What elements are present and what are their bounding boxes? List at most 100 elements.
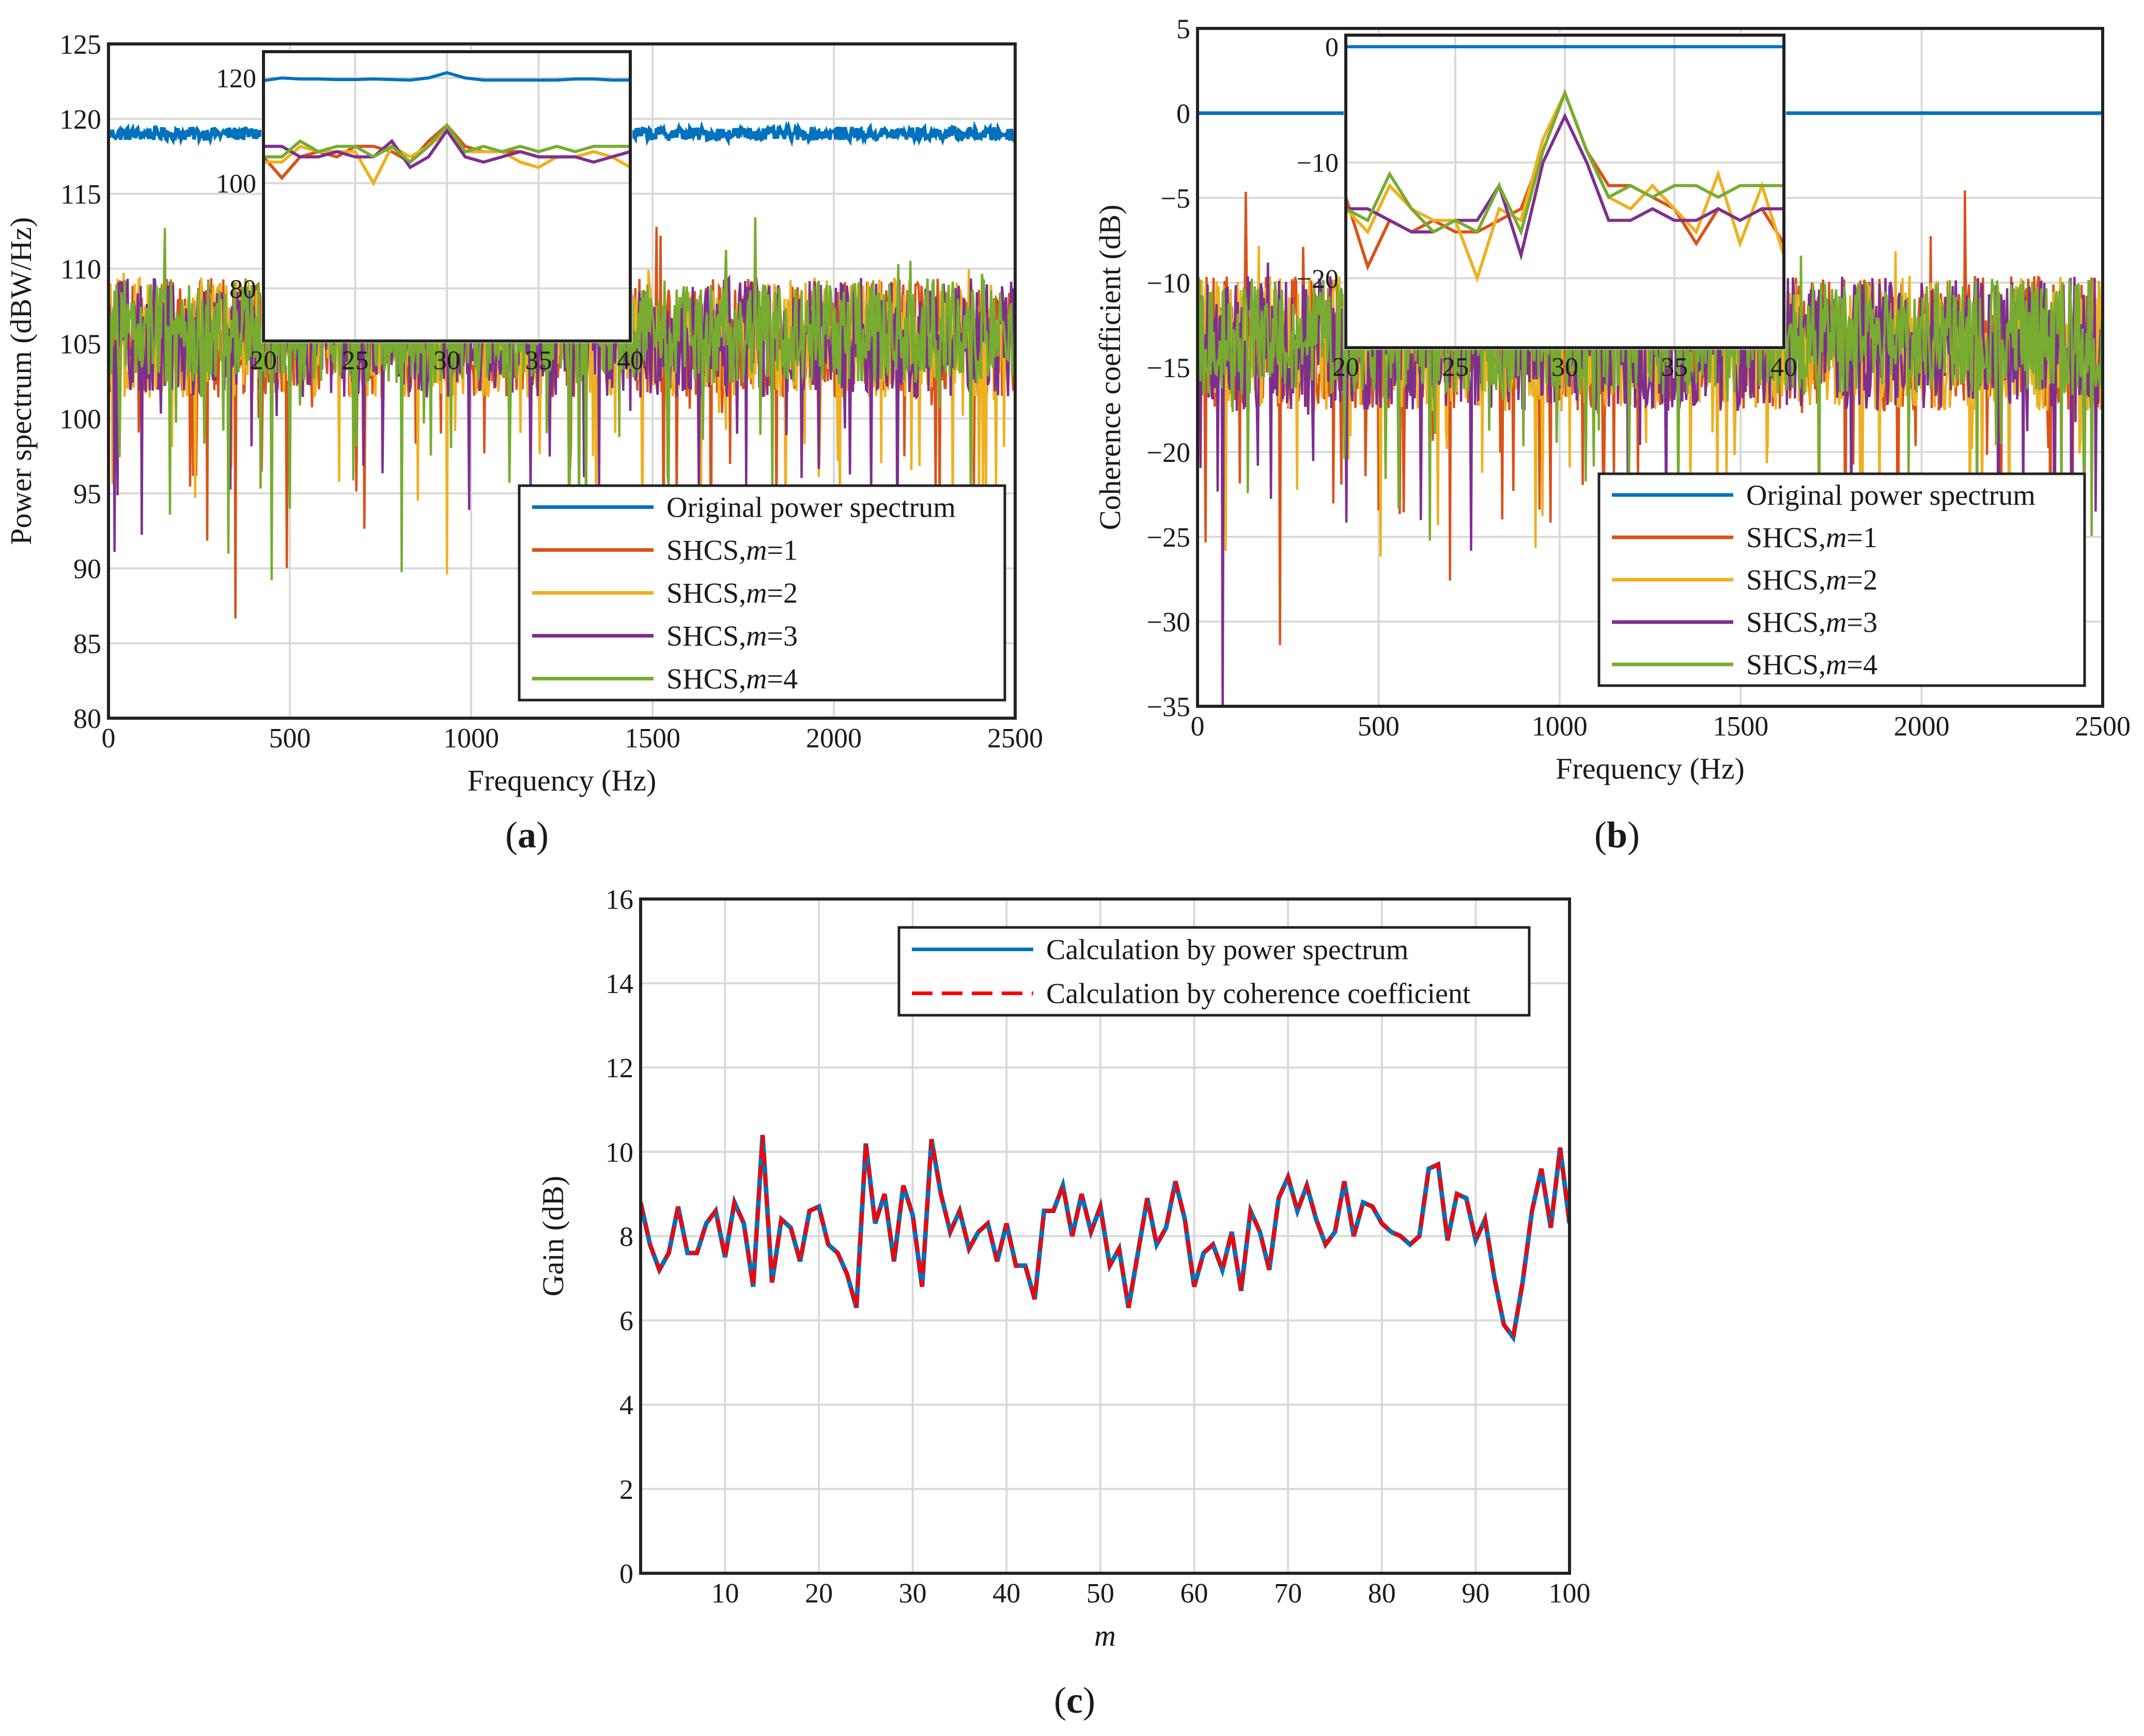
y-tick-label: −15 — [1147, 352, 1190, 383]
y-tick-label: 100 — [216, 169, 256, 199]
y-tick-label: −30 — [1147, 607, 1190, 638]
x-tick-label: 500 — [269, 723, 311, 754]
legend-eq: =1 — [1847, 522, 1878, 554]
axes-frame — [262, 50, 632, 343]
panel-label: (b) — [1594, 814, 1640, 856]
x-tick-label: 2000 — [806, 723, 862, 754]
y-tick-label: 0 — [619, 1558, 633, 1589]
y-tick-label: −20 — [1297, 265, 1339, 294]
panel-letter: b — [1607, 814, 1627, 856]
y-tick-label: 8 — [619, 1221, 633, 1252]
x-tick-label: 10 — [711, 1578, 739, 1609]
legend-label: SHCS,m=1 — [1746, 522, 1877, 554]
x-axis-label: Frequency (Hz) — [468, 764, 657, 797]
y-tick-label: 110 — [60, 254, 101, 285]
panel-label: (c) — [1054, 1680, 1095, 1721]
inset-series-m4-line — [263, 122, 630, 164]
x-axis-label: Frequency (Hz) — [1556, 752, 1745, 785]
y-tick-label: 90 — [73, 553, 101, 584]
y-tick-label: 0 — [1325, 33, 1339, 63]
y-tick-label: 120 — [59, 104, 101, 135]
axes-frame — [107, 42, 1017, 720]
x-tick-label: 100 — [1549, 1578, 1591, 1609]
y-tick-label: 85 — [73, 628, 101, 659]
x-tick-label: 0 — [1191, 711, 1205, 742]
y-tick-label: 80 — [73, 703, 101, 734]
y-tick-label: 105 — [59, 329, 101, 360]
inset-series-m3-line — [1346, 112, 1784, 261]
legend-text: SHCS, — [1746, 522, 1826, 554]
legend-text: SHCS, — [666, 535, 746, 567]
axes-frame — [1196, 27, 2104, 708]
legend-label: Original power spectrum — [1746, 479, 2036, 512]
legend-text: Calculation by coherence coefficient — [1046, 978, 1471, 1010]
legend-m: m — [1826, 522, 1846, 554]
paren: ( — [1594, 814, 1607, 856]
x-tick-label: 1500 — [1713, 711, 1768, 742]
y-axis-label: Coherence coefficient (dB) — [1093, 205, 1127, 530]
y-tick-label: −10 — [1147, 268, 1190, 299]
y-tick-label: 80 — [229, 274, 256, 304]
legend-text: Original power spectrum — [666, 492, 956, 524]
x-tick-label: 40 — [1770, 353, 1797, 382]
legend-label: SHCS,m=4 — [1746, 649, 1877, 681]
axes-frame — [639, 897, 1571, 1575]
panel-a: 0 500 1000 1500 2000 2500 80 85 90 95 100 105 110 115… — [4, 29, 1043, 856]
legend-label: SHCS,m=4 — [666, 663, 798, 695]
y-tick-label: 10 — [605, 1137, 633, 1168]
y-tick-label: 2 — [619, 1474, 633, 1505]
legend-eq: =4 — [1847, 649, 1878, 681]
x-tick-label: 25 — [1442, 353, 1469, 382]
inset-series-m4-line — [1346, 88, 1784, 237]
paren: ) — [536, 814, 549, 856]
legend-m: m — [1826, 607, 1846, 639]
panel-label: (a) — [505, 814, 549, 856]
legend-m: m — [1826, 649, 1846, 681]
x-tick-label: 0 — [102, 723, 116, 754]
y-tick-label: −20 — [1147, 437, 1190, 468]
y-axis-label: Power spectrum (dBW/Hz) — [4, 217, 38, 545]
x-tick-label: 50 — [1086, 1578, 1114, 1609]
legend-m: m — [746, 578, 767, 610]
legend-text: SHCS, — [1746, 607, 1826, 639]
legend-label: Calculation by coherence coefficient — [1046, 978, 1471, 1010]
x-tick-label: 30 — [433, 346, 460, 376]
y-tick-label: 5 — [1176, 13, 1190, 44]
x-tick-label: 20 — [250, 346, 277, 376]
legend-text: Calculation by power spectrum — [1046, 934, 1408, 966]
legend-m: m — [746, 663, 767, 695]
x-tick-label: 90 — [1462, 1578, 1489, 1609]
legend-label: SHCS,m=2 — [666, 578, 798, 610]
y-tick-label: 0 — [1176, 98, 1190, 129]
y-tick-label: 14 — [605, 968, 633, 999]
legend-eq: =2 — [767, 578, 798, 610]
y-tick-label: 115 — [60, 179, 101, 210]
paren: ) — [1083, 1680, 1095, 1721]
legend-m: m — [746, 621, 767, 653]
legend-m: m — [746, 535, 767, 567]
y-tick-label: −35 — [1147, 691, 1190, 722]
x-tick-label: 60 — [1180, 1578, 1208, 1609]
x-tick-label: 40 — [617, 346, 644, 376]
legend-label: Calculation by power spectrum — [1046, 934, 1408, 966]
x-tick-label: 20 — [1332, 353, 1359, 382]
panel-c: 10 20 30 40 50 60 70 80 90 100 0 2 4 6 8 10 12 14 16 Calcul… — [536, 884, 1591, 1721]
x-tick-label: 80 — [1368, 1578, 1396, 1609]
y-tick-label: −5 — [1161, 183, 1190, 214]
legend-text: SHCS, — [1746, 564, 1826, 596]
axes-frame — [1344, 34, 1785, 349]
x-axis-label: m — [1094, 1619, 1116, 1652]
paren: ) — [1627, 814, 1640, 856]
inset-series-m3-line — [263, 128, 630, 169]
x-tick-label: 20 — [805, 1578, 833, 1609]
legend-text: SHCS, — [1746, 649, 1826, 681]
y-tick-label: −25 — [1147, 522, 1190, 553]
x-tick-label: 40 — [992, 1578, 1020, 1609]
y-tick-label: 16 — [605, 884, 633, 915]
y-tick-label: −10 — [1297, 149, 1339, 178]
legend-box — [897, 926, 1531, 1017]
x-tick-label: 2500 — [987, 723, 1043, 754]
panel-letter: a — [518, 814, 536, 856]
x-tick-label: 500 — [1358, 711, 1400, 742]
